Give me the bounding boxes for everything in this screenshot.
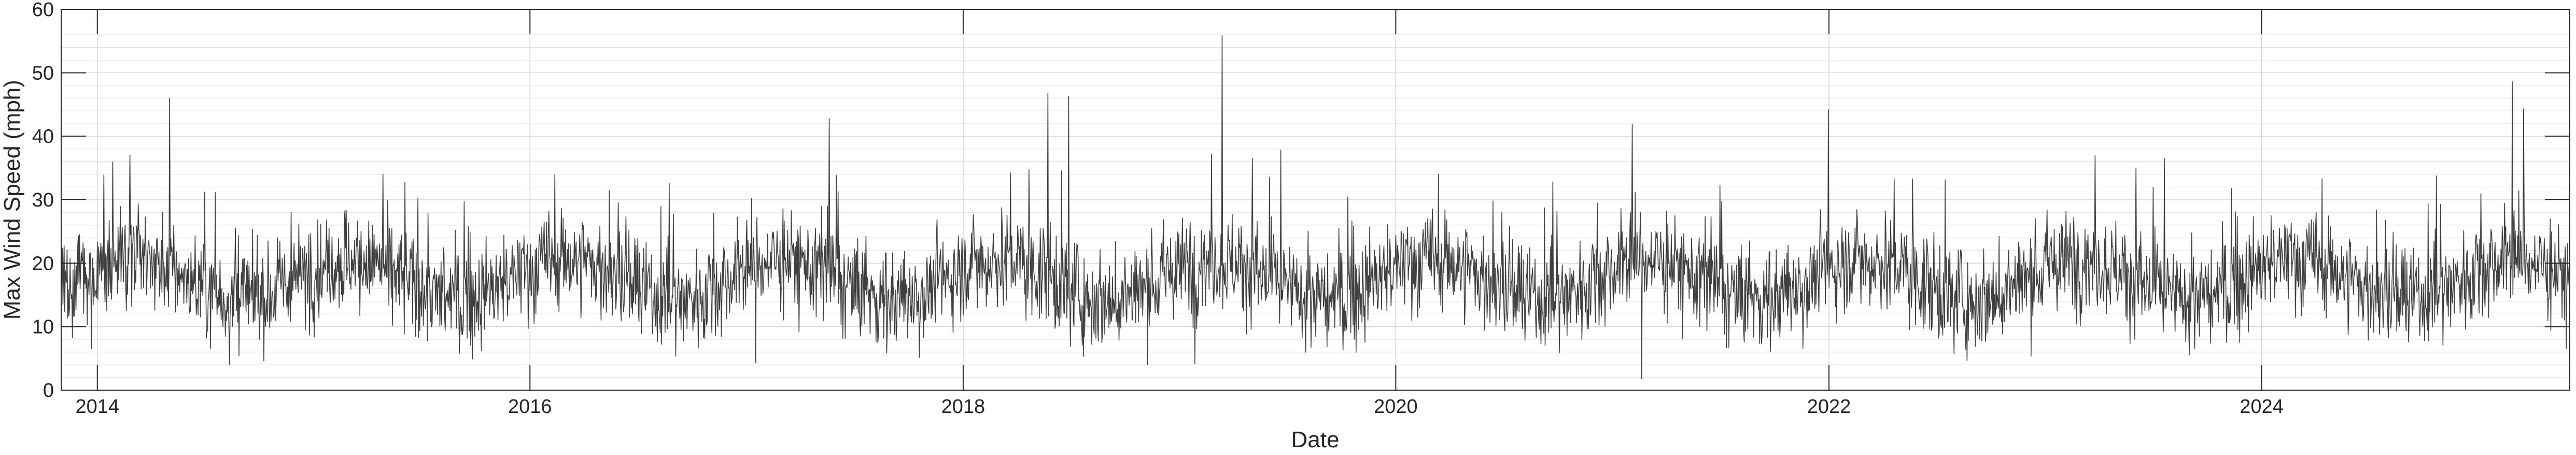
y-tick-label: 0: [43, 380, 54, 402]
y-tick-label: 30: [32, 189, 54, 211]
y-tick-label: 50: [32, 62, 54, 84]
axis-ticks: [61, 9, 2570, 391]
x-tick-label: 2020: [1374, 396, 1418, 418]
y-tick-labels: 0 10 20 30 40 50 60: [32, 0, 54, 402]
x-tick-labels: 2014 2016 2018 2020 2022 2024: [75, 396, 2283, 418]
y-tick-label: 40: [32, 126, 54, 148]
wind-speed-series-line: [61, 35, 2570, 379]
x-tick-label: 2022: [1807, 396, 1851, 418]
y-tick-label: 20: [32, 253, 54, 274]
x-axis-title: Date: [1291, 427, 1340, 452]
x-tick-label: 2014: [75, 396, 119, 418]
minor-gridlines: [61, 21, 2570, 378]
x-tick-label: 2018: [941, 396, 986, 418]
y-axis-title: Max Wind Speed (mph): [0, 80, 25, 320]
y-tick-label: 60: [32, 0, 54, 21]
y-tick-label: 10: [32, 316, 54, 338]
x-tick-label: 2024: [2240, 396, 2284, 418]
x-tick-label: 2016: [508, 396, 552, 418]
